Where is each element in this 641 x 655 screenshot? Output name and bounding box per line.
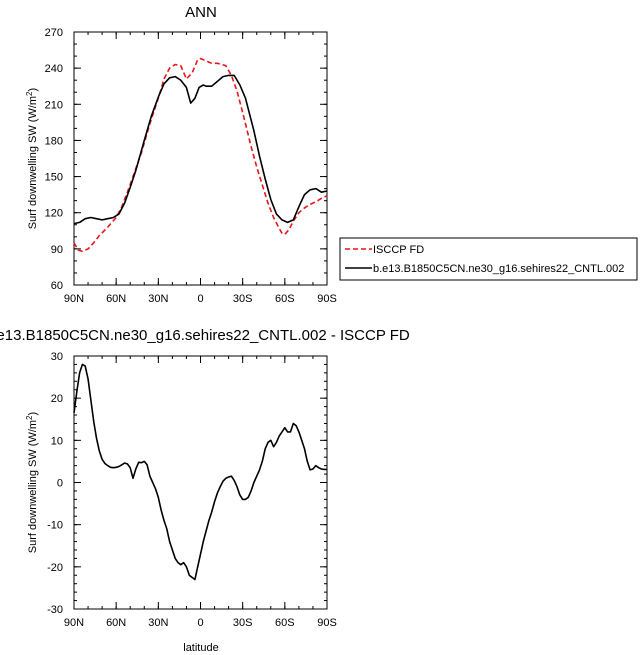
top-chart-y-tick-label: 180 xyxy=(45,135,63,147)
bottom-chart-ticks xyxy=(73,355,328,610)
bottom-chart-title: .e13.B1850C5CN.ne30_g16.sehires22_CNTL.0… xyxy=(0,327,410,344)
top-chart-y-tick-label: 240 xyxy=(45,63,63,75)
top-chart-ticks xyxy=(73,31,328,286)
top-chart-x-tick-label: 60N xyxy=(106,293,126,305)
top-chart-y-tick-label: 90 xyxy=(51,244,63,256)
bottom-chart-x-tick-label: 0 xyxy=(197,617,203,629)
bottom-chart-y-tick-label: -10 xyxy=(47,520,63,532)
bottom-chart-x-tick-label: 30N xyxy=(148,617,168,629)
bottom-chart-series-line-1 xyxy=(73,363,327,581)
top-chart-y-tick-label: 60 xyxy=(51,280,63,292)
top-chart-x-tick-label: 0 xyxy=(197,293,203,305)
top-chart-x-tick-label: 30S xyxy=(233,293,253,305)
top-chart-x-tick-label: 90S xyxy=(317,293,337,305)
bottom-chart-y-tick-label: 0 xyxy=(57,478,63,490)
bottom-chart-plot-frame xyxy=(73,355,328,610)
bottom-chart-x-axis-label: latitude xyxy=(183,642,218,654)
top-chart-y-tick-label: 120 xyxy=(45,208,63,220)
bottom-chart-y-tick-label: 30 xyxy=(51,351,63,363)
legend-label-isccp: ISCCP FD xyxy=(373,244,424,256)
bottom-chart-panel: .e13.B1850C5CN.ne30_g16.sehires22_CNTL.0… xyxy=(0,327,410,654)
top-chart-title: ANN xyxy=(185,4,217,21)
bottom-chart-x-tick-label: 60N xyxy=(106,617,126,629)
top-chart-legend: ISCCP FD b.e13.B1850C5CN.ne30_g16.sehire… xyxy=(339,237,638,281)
top-chart-series xyxy=(73,57,328,253)
top-chart-y-axis-label: Surf downwelling SW (W/m2) xyxy=(25,88,39,229)
bottom-chart-x-tick-label: 90N xyxy=(64,617,84,629)
top-chart-panel: ANN 90N 60N 30N 0 30S 60S 90S 60 90 120 150 180 210… xyxy=(25,4,337,305)
bottom-chart-y-tick-label: -20 xyxy=(47,562,63,574)
bottom-chart-y-tick-labels: -30 -20 -10 0 10 20 30 xyxy=(47,351,63,616)
bottom-chart-y-axis-label: Surf downwelling SW (W/m2) xyxy=(25,412,39,553)
bottom-chart-x-tick-labels: 90N 60N 30N 0 30S 60S 90S xyxy=(64,617,337,629)
top-chart-y-tick-label: 210 xyxy=(45,99,63,111)
bottom-chart-series xyxy=(73,363,327,581)
top-chart-plot-frame xyxy=(73,31,328,286)
top-chart-y-tick-label: 270 xyxy=(45,27,63,39)
legend-label-model: b.e13.B1850C5CN.ne30_g16.sehires22_CNTL.… xyxy=(373,263,624,275)
legend-box xyxy=(339,237,638,281)
top-chart-x-tick-label: 30N xyxy=(148,293,168,305)
bottom-chart-x-tick-label: 90S xyxy=(317,617,337,629)
top-chart-x-tick-label: 60S xyxy=(275,293,295,305)
top-chart-x-tick-labels: 90N 60N 30N 0 30S 60S 90S xyxy=(64,293,337,305)
bottom-chart-y-tick-label: 10 xyxy=(51,435,63,447)
bottom-chart-y-tick-label: -30 xyxy=(47,604,63,616)
top-chart-y-tick-label: 150 xyxy=(45,172,63,184)
bottom-chart-y-tick-label: 20 xyxy=(51,393,63,405)
top-chart-y-tick-labels: 60 90 120 150 180 210 240 270 xyxy=(45,27,63,292)
top-chart-x-tick-label: 90N xyxy=(64,293,84,305)
top-chart-series-line-2 xyxy=(73,74,328,225)
bottom-chart-x-tick-label: 30S xyxy=(233,617,253,629)
bottom-chart-x-tick-label: 60S xyxy=(275,617,295,629)
